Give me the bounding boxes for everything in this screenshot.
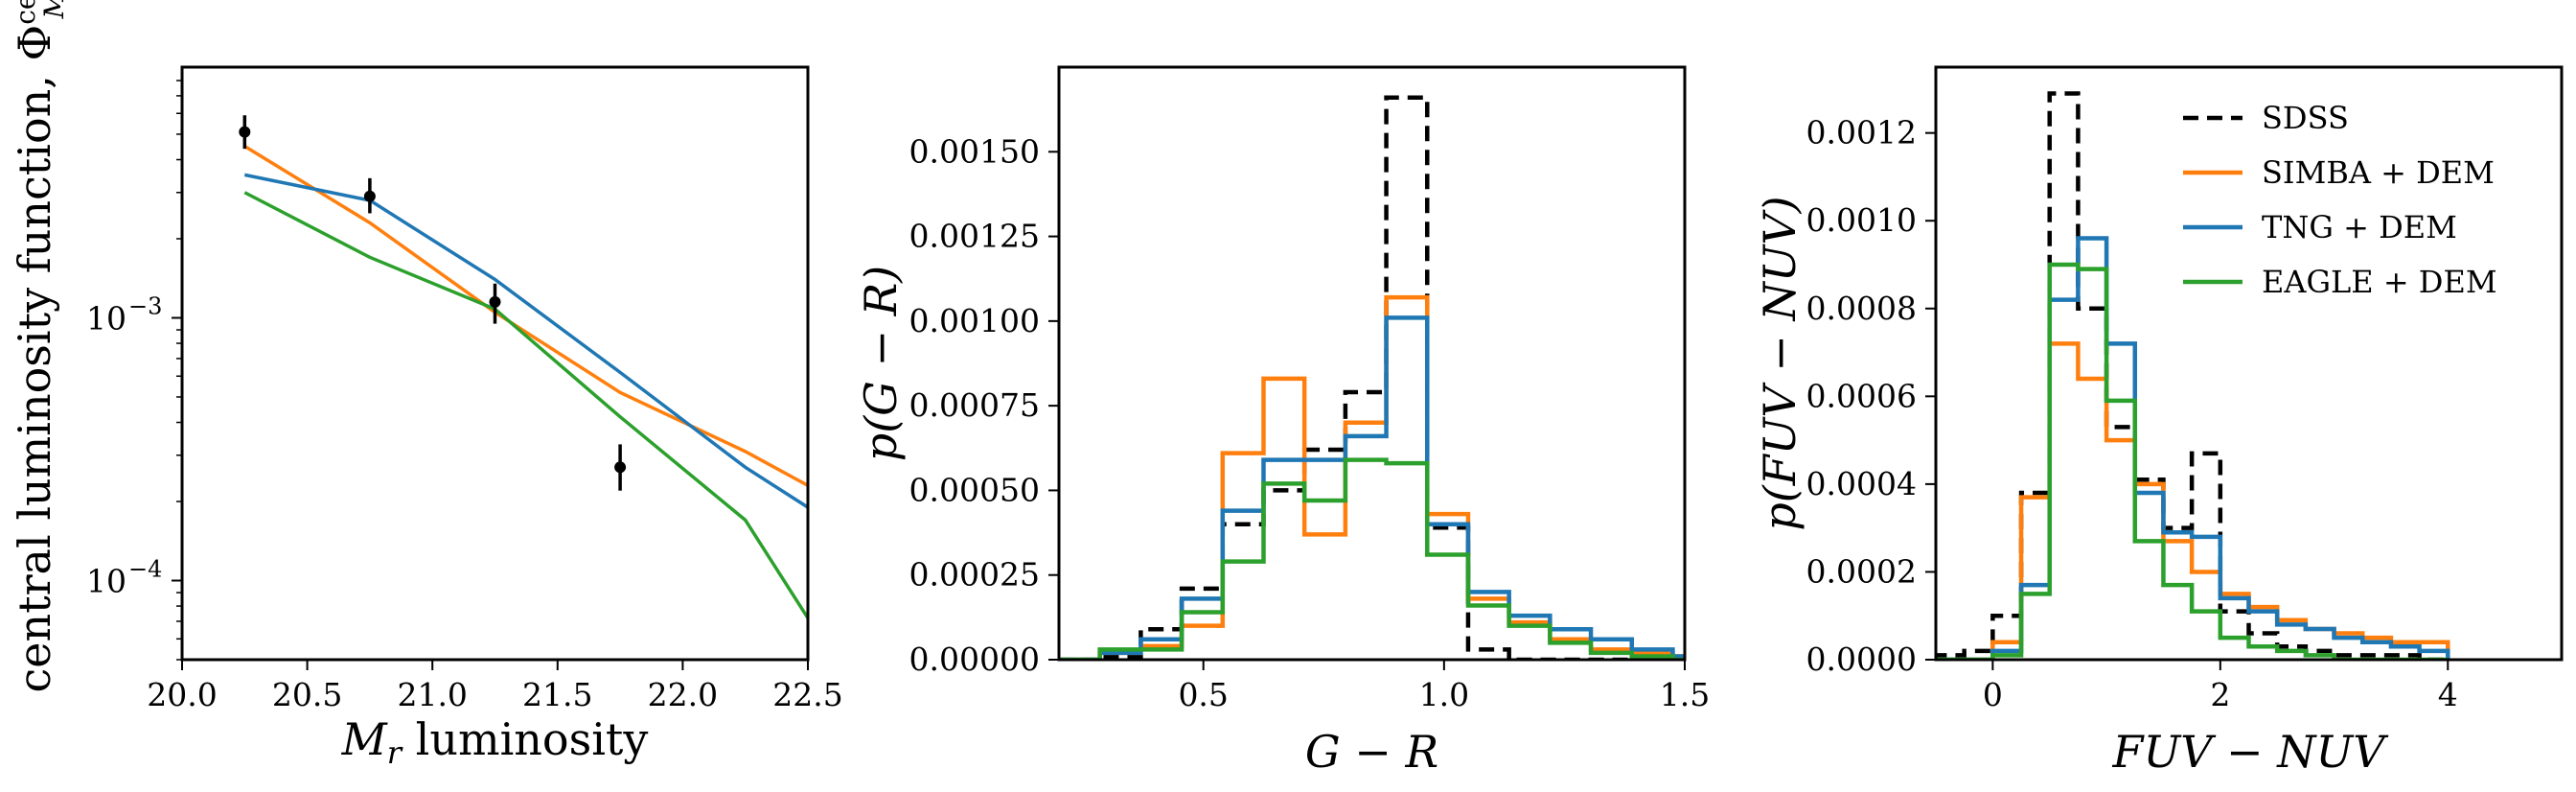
- y-tick-label: 0.0002: [1806, 552, 1917, 590]
- axes-frame: [1057, 65, 1687, 662]
- y-tick-label: 0.0008: [1806, 290, 1917, 327]
- series-line: [243, 191, 808, 619]
- plot-area: [1936, 91, 2450, 660]
- x-axis-label: Mr luminosity: [341, 713, 649, 771]
- x-tick-label: 1.0: [1419, 676, 1469, 713]
- x-tick-label: 21.5: [522, 676, 592, 713]
- y-tick-label: 0.00025: [909, 556, 1040, 594]
- panel-1: 10 −410 −320.0 20.5 21.0 21.5 22.0 22.5Mr lumin…: [9, 0, 843, 771]
- legend-entry: SDSS: [2183, 100, 2349, 136]
- data-point: [363, 190, 376, 202]
- x-tick-label: 2: [2210, 676, 2230, 713]
- legend-label: SIMBA + DEM: [2262, 154, 2495, 191]
- histogram-step: [1059, 294, 1685, 660]
- histogram-step: [1936, 341, 2450, 660]
- y-axis-label: p(G − R): [855, 266, 907, 462]
- y-axis-label: central luminosity function, ΦcenMr: [9, 0, 74, 693]
- histogram-step: [1059, 315, 1685, 660]
- data-point: [239, 126, 251, 138]
- x-tick-label: 1.5: [1660, 676, 1710, 713]
- y-tick-label: 10: [86, 563, 126, 600]
- plot-area: [1059, 95, 1685, 660]
- panel-2: 0.5 1.0 1.5 0.00000 0.00025 0.00050 0.00075 0.0…: [855, 65, 1710, 778]
- y-tick-label: 10: [86, 299, 126, 337]
- axes-frame: [1934, 65, 2564, 662]
- legend-label: TNG + DEM: [2262, 209, 2457, 245]
- legend-label: SDSS: [2262, 100, 2349, 136]
- y-tick-label: 0.00050: [909, 471, 1040, 508]
- y-tick-exponent: −4: [128, 556, 162, 583]
- x-tick-label: 20.0: [147, 676, 217, 713]
- data-point: [614, 461, 627, 474]
- legend-entry: EAGLE + DEM: [2183, 264, 2497, 300]
- x-tick-label: 22.5: [772, 676, 842, 713]
- axes-frame: [180, 65, 810, 662]
- series-line: [243, 173, 808, 509]
- panel-3: 0 2 4 0.0000 0.0002 0.0004 0.0006 0.0008 0.0010 0…: [1754, 65, 2564, 778]
- data-point: [489, 295, 501, 308]
- plot-area: [239, 115, 808, 619]
- y-tick-label: 0.0004: [1806, 465, 1917, 502]
- histogram-step: [1936, 236, 2450, 660]
- y-tick-label: 0.0010: [1806, 201, 1917, 239]
- y-tick-label: 0.00125: [909, 218, 1040, 255]
- histogram-step: [1936, 262, 2449, 660]
- x-tick-label: 22.0: [648, 676, 718, 713]
- x-tick-label: 0.5: [1178, 676, 1228, 713]
- legend-entry: TNG + DEM: [2183, 209, 2457, 245]
- y-tick-label: 0.00000: [909, 641, 1040, 678]
- x-tick-label: 20.5: [272, 676, 342, 713]
- y-tick-exponent: −3: [128, 292, 162, 319]
- legend-label: EAGLE + DEM: [2262, 264, 2497, 300]
- y-tick-label: 0.00075: [909, 386, 1040, 424]
- x-axis-label: FUV − NUV: [2112, 726, 2390, 778]
- x-axis-label: G − R: [1305, 726, 1438, 778]
- y-tick-label: 0.0000: [1806, 641, 1917, 678]
- series-line: [243, 144, 808, 487]
- x-tick-label: 21.0: [397, 676, 467, 713]
- histogram-step: [1059, 95, 1685, 660]
- y-axis-label: p(FUV − NUV): [1754, 196, 1806, 530]
- y-axis-label-text: p(G − R): [855, 266, 907, 462]
- histogram-step: [1059, 457, 1685, 660]
- y-tick-label: 0.00100: [909, 302, 1040, 339]
- y-axis-label-text: central luminosity function, ΦcenMr: [9, 0, 74, 693]
- y-tick-label: 0.00150: [909, 132, 1040, 170]
- legend-entry: SIMBA + DEM: [2183, 154, 2495, 191]
- x-tick-label: 4: [2438, 676, 2458, 713]
- y-axis-label-text: p(FUV − NUV): [1754, 196, 1806, 530]
- x-tick-label: 0: [1983, 676, 2003, 713]
- y-tick-label: 0.0006: [1806, 377, 1917, 414]
- legend: SDSS SIMBA + DEM TNG + DEM EAGLE + DEM: [2183, 100, 2497, 300]
- y-tick-label: 0.0012: [1806, 114, 1917, 151]
